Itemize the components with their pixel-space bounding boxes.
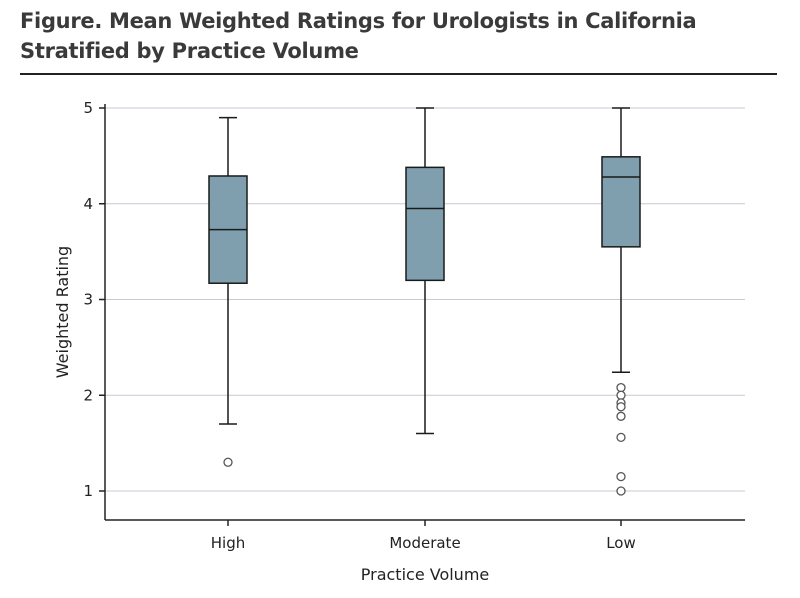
outlier-point [616,382,626,393]
y-tick-label: 2 [83,386,93,404]
iqr-box [601,156,641,248]
x-tick-label: High [211,534,245,552]
boxes [208,107,641,496]
box-group-low [601,107,641,496]
outlier-point [616,432,626,443]
y-tick-label: 3 [83,291,93,309]
title-rule [20,73,777,75]
x-tick-label: Moderate [389,534,460,552]
outlier-point [223,457,233,467]
outlier-point [616,486,626,496]
outlier-point [616,471,626,482]
figure-title: Figure. Mean Weighted Ratings for Urolog… [20,9,697,63]
y-ticks: 1 2 3 4 5 [83,99,105,500]
y-tick-label: 1 [83,482,93,500]
outlier-point [616,411,626,421]
box-group-high [208,116,248,467]
x-tick-label: Low [606,534,636,552]
x-axis-title: Practice Volume [361,565,490,584]
y-tick-label: 4 [83,195,93,213]
outlier-point [616,402,626,412]
x-ticks: High Moderate Low [211,520,636,552]
outlier-point [616,390,626,400]
box-group-moderate [405,107,445,435]
y-tick-label: 5 [83,99,93,117]
y-axis-title: Weighted Rating [53,246,72,378]
iqr-box [405,166,445,282]
